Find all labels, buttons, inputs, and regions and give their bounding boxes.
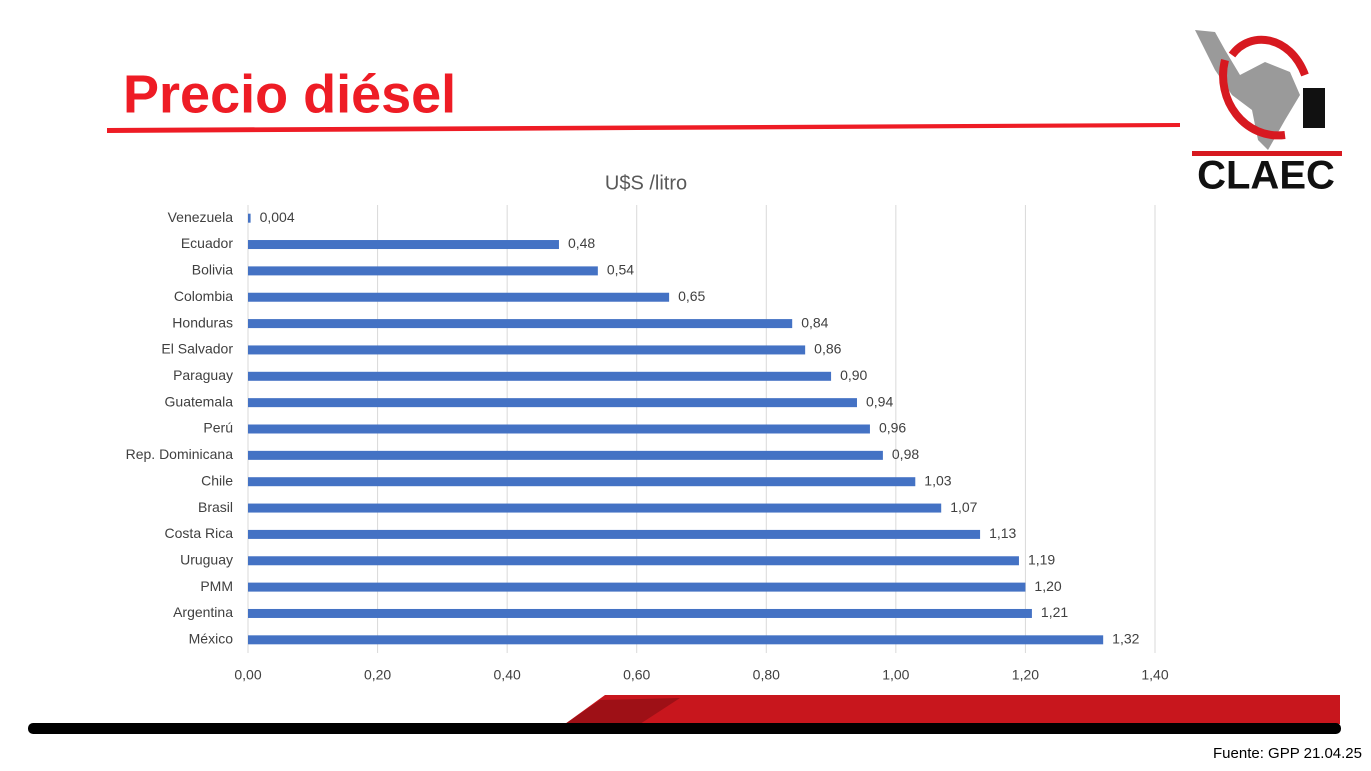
bar xyxy=(248,292,670,302)
x-tick-label: 1,40 xyxy=(1141,667,1168,683)
bar xyxy=(248,266,598,276)
data-label: 1,20 xyxy=(1034,578,1061,594)
data-label: 1,03 xyxy=(924,472,951,488)
logo-arrow xyxy=(1228,35,1309,77)
y-tick-label: Chile xyxy=(201,472,233,488)
footer-band-shade xyxy=(565,698,680,724)
bar xyxy=(248,450,883,460)
slide-title: Precio diésel xyxy=(123,64,456,124)
y-tick-label: Ecuador xyxy=(181,235,233,251)
y-tick-label: El Salvador xyxy=(161,341,233,357)
data-label: 0,48 xyxy=(568,235,595,251)
x-tick-label: 1,00 xyxy=(882,667,909,683)
data-label: 0,65 xyxy=(678,288,705,304)
y-tick-label: Guatemala xyxy=(165,393,234,409)
footer-bar xyxy=(28,723,1341,734)
data-label: 0,54 xyxy=(607,262,634,278)
y-tick-label: Venezuela xyxy=(168,209,234,225)
y-tick-label: Rep. Dominicana xyxy=(126,446,234,462)
logo: CLAEC xyxy=(1192,30,1342,198)
chart: 0,00 0,20 0,40 0,60 0,80 1,00 1,20 1,40 Venezuel… xyxy=(126,205,1169,683)
y-tick-label: Costa Rica xyxy=(165,525,234,541)
data-label: 0,004 xyxy=(260,209,295,225)
y-tick-label: Uruguay xyxy=(180,551,233,567)
bar xyxy=(248,582,1026,592)
data-label: 0,84 xyxy=(801,314,828,330)
data-label: 1,21 xyxy=(1041,604,1068,620)
y-tick-label: Honduras xyxy=(172,314,233,330)
logo-pump xyxy=(1303,88,1325,128)
y-tick-label: PMM xyxy=(200,578,233,594)
y-tick-label: Argentina xyxy=(173,604,233,620)
y-tick-label: México xyxy=(189,631,234,647)
y-tick-label: Perú xyxy=(203,420,233,436)
bar xyxy=(248,635,1104,645)
bar xyxy=(248,424,870,434)
x-tick-label: 0,00 xyxy=(234,667,261,683)
bar xyxy=(248,319,793,329)
chart-title: U$S /litro xyxy=(605,172,687,194)
bar xyxy=(248,477,916,487)
bar xyxy=(248,371,832,381)
y-tick-label: Paraguay xyxy=(173,367,233,383)
logo-bar xyxy=(1192,151,1342,156)
bar xyxy=(248,608,1032,618)
data-label: 1,19 xyxy=(1028,551,1055,567)
x-tick-label: 0,80 xyxy=(753,667,780,683)
x-tick-label: 0,20 xyxy=(364,667,391,683)
bar xyxy=(248,529,981,539)
bar xyxy=(248,556,1019,566)
source-note: Fuente: GPP 21.04.25 xyxy=(1213,745,1362,762)
bar xyxy=(248,398,857,408)
bar xyxy=(248,240,559,250)
data-label: 1,07 xyxy=(950,499,977,515)
data-label: 1,32 xyxy=(1112,631,1139,647)
x-tick-label: 0,60 xyxy=(623,667,650,683)
y-tick-label: Colombia xyxy=(174,288,233,304)
data-label: 0,98 xyxy=(892,446,919,462)
data-label: 0,86 xyxy=(814,341,841,357)
logo-text: CLAEC xyxy=(1197,154,1335,198)
bar xyxy=(248,503,942,513)
x-tick-label: 1,20 xyxy=(1012,667,1039,683)
data-label: 0,90 xyxy=(840,367,867,383)
bar xyxy=(248,345,806,355)
data-label: 0,96 xyxy=(879,420,906,436)
data-label: 1,13 xyxy=(989,525,1016,541)
data-label: 0,94 xyxy=(866,393,893,409)
bar xyxy=(248,213,251,223)
title-underline xyxy=(107,123,1180,133)
y-tick-label: Brasil xyxy=(198,499,233,515)
footer-band xyxy=(565,695,1340,724)
logo-arrow xyxy=(1219,59,1286,140)
y-tick-label: Bolivia xyxy=(192,262,233,278)
x-tick-label: 0,40 xyxy=(494,667,521,683)
